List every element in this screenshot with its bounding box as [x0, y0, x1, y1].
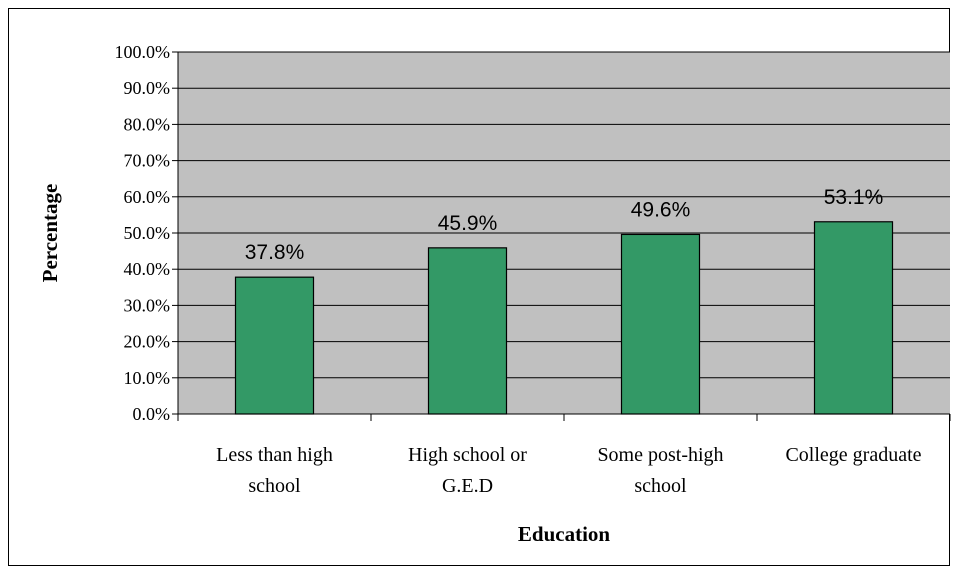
x-tick-label: Less than high school — [216, 444, 333, 497]
y-tick-label: 90.0% — [124, 78, 171, 98]
y-tick-label: 100.0% — [115, 42, 171, 62]
data-label: 45.9% — [438, 212, 498, 235]
y-tick-label: 80.0% — [124, 114, 171, 134]
y-tick-label: 0.0% — [133, 404, 171, 424]
y-tick-label: 70.0% — [124, 151, 171, 171]
data-label: 37.8% — [245, 241, 305, 264]
x-tick-label: College graduate — [785, 444, 921, 466]
data-labels: 37.8% 45.9% 49.6% 53.1% — [245, 186, 884, 264]
y-axis-title: Percentage — [38, 184, 62, 283]
y-tick-label: 40.0% — [124, 259, 171, 279]
x-axis-title: Education — [518, 522, 611, 546]
y-tick-label: 20.0% — [124, 332, 171, 352]
y-tick-label: 30.0% — [124, 295, 171, 315]
bar — [427, 247, 508, 415]
bars — [234, 221, 894, 415]
bar — [234, 276, 315, 415]
y-tick-label: 60.0% — [124, 187, 171, 207]
y-axis-ticks: 0.0% 10.0% 20.0% 30.0% 40.0% 50.0% 60.0% 70.0% 8… — [115, 42, 178, 424]
data-label: 49.6% — [631, 198, 691, 221]
y-tick-label: 50.0% — [124, 223, 171, 243]
bar — [813, 221, 894, 415]
x-axis-ticks: Less than high school High school or G.E.D S… — [177, 414, 951, 497]
y-tick-label: 10.0% — [124, 368, 171, 388]
data-label: 53.1% — [824, 186, 884, 209]
x-tick-label: Some post-high school — [597, 444, 723, 497]
x-tick-label: High school or G.E.D — [408, 444, 527, 497]
bar — [620, 233, 701, 415]
